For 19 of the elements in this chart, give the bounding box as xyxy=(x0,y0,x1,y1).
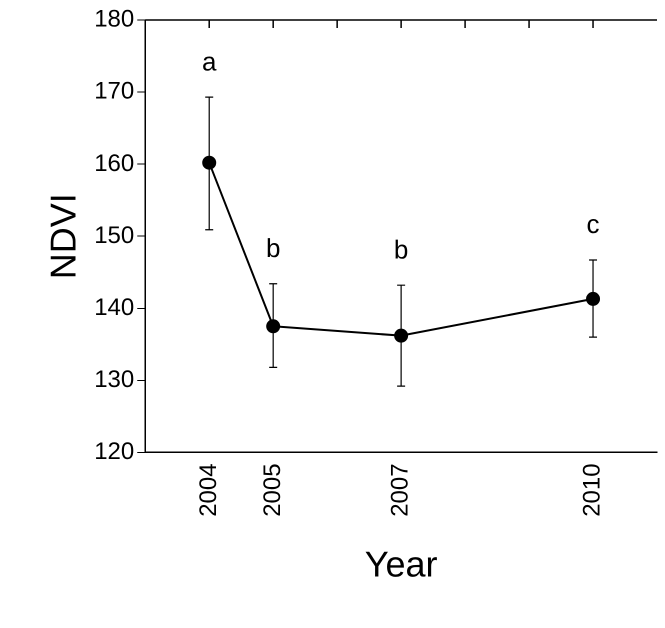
y-tick-label: 160 xyxy=(94,150,134,177)
y-tick-label: 170 xyxy=(94,78,134,105)
annotation: b xyxy=(394,234,408,264)
annotation: a xyxy=(202,46,217,76)
y-axis-title: NDVI xyxy=(42,193,84,280)
x-tick-label: 2004 xyxy=(194,463,222,517)
x-axis-title: Year xyxy=(364,543,438,584)
x-tick-label: 2005 xyxy=(258,463,286,517)
y-tick-label: 180 xyxy=(94,6,134,33)
point xyxy=(586,292,600,306)
y-tick-label: 150 xyxy=(94,222,134,249)
annotation: b xyxy=(266,232,280,263)
x-tick-label: 2007 xyxy=(386,463,414,517)
y-tick-label: 130 xyxy=(94,366,134,393)
annotation: c xyxy=(586,209,600,240)
x-tick-label: 2010 xyxy=(578,463,606,517)
y-tick-label: 120 xyxy=(94,438,134,466)
point xyxy=(394,328,408,343)
y-tick-label: 140 xyxy=(94,294,134,321)
